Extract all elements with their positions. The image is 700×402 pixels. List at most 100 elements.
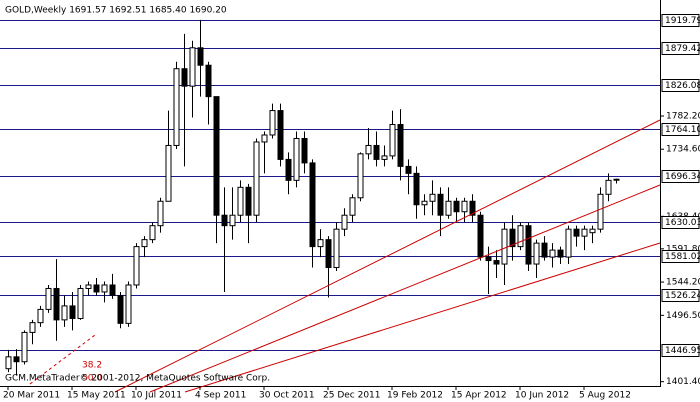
candle-body xyxy=(21,331,28,363)
candle-body xyxy=(149,225,156,241)
x-tick-label: 30 Oct 2011 xyxy=(259,391,315,401)
candle-body xyxy=(221,214,228,227)
candle-body xyxy=(413,172,420,206)
candle-body xyxy=(533,242,540,265)
candle-body xyxy=(453,200,460,213)
candle-body xyxy=(557,249,564,258)
level-label-box xyxy=(661,79,700,92)
level-label: 1630.03 xyxy=(665,218,700,228)
level-label-box xyxy=(661,216,700,229)
candle-body xyxy=(469,200,476,216)
candle-body xyxy=(277,110,284,160)
trend-lines xyxy=(29,119,661,393)
x-tick-label: 20 Mar 2011 xyxy=(3,391,60,401)
candle-body xyxy=(253,141,260,216)
candle-body xyxy=(205,64,212,98)
candle-body xyxy=(509,228,516,248)
candle-body xyxy=(501,228,508,265)
candle-body xyxy=(269,110,276,136)
candle-body xyxy=(517,225,524,248)
candle-body xyxy=(165,144,172,202)
candle-body xyxy=(293,137,300,181)
candle-body xyxy=(405,165,412,174)
candle-body xyxy=(93,284,100,293)
candle-body xyxy=(309,162,316,248)
candle-body xyxy=(437,193,444,216)
candle-body xyxy=(261,134,268,143)
candle-body xyxy=(389,124,396,157)
candle-body xyxy=(485,256,492,262)
candle-body xyxy=(77,287,84,319)
level-label: 1446.95 xyxy=(665,346,700,356)
trend-line xyxy=(114,119,661,393)
candle-body xyxy=(525,225,532,265)
y-tick-label: 1401.40 xyxy=(666,377,700,387)
candle-body xyxy=(421,200,428,206)
candle-body xyxy=(181,68,188,87)
fib-label: 50.0 xyxy=(82,374,102,384)
fib-label: 38.2 xyxy=(82,361,102,371)
candle-body xyxy=(581,228,588,237)
level-label-box xyxy=(661,123,700,136)
candle-body xyxy=(173,68,180,146)
candle-body xyxy=(37,308,44,324)
x-tick-label: 10 Jul 2011 xyxy=(131,391,182,401)
candle-body xyxy=(429,193,436,202)
y-tick-label: 1544.20 xyxy=(666,278,700,288)
candle-body xyxy=(573,228,580,237)
y-tick-label: 1496.50 xyxy=(666,311,700,321)
candle-body xyxy=(397,124,404,167)
candle-body xyxy=(317,239,324,248)
candle-body xyxy=(493,260,500,265)
trend-line xyxy=(184,242,661,393)
candle-body xyxy=(237,186,244,216)
candle-body xyxy=(61,305,68,321)
x-tick-label: 25 Dec 2011 xyxy=(323,391,381,401)
level-label: 1879.42 xyxy=(665,44,700,54)
level-label-box xyxy=(661,14,700,27)
chart-title: GOLD,Weekly 1691.57 1692.51 1685.40 1690… xyxy=(5,6,227,16)
candle-body xyxy=(301,137,308,164)
candle-body xyxy=(341,214,348,230)
level-label-box xyxy=(661,170,700,183)
candle-body xyxy=(245,186,252,216)
candle-body xyxy=(229,214,236,227)
candle-body xyxy=(349,197,356,216)
x-tick-label: 19 Feb 2012 xyxy=(387,391,443,401)
candle-body xyxy=(45,287,52,310)
candle-body xyxy=(157,200,164,227)
level-label: 1919.79 xyxy=(665,16,700,26)
x-tick-label: 15 Apr 2012 xyxy=(451,391,507,401)
candle-body xyxy=(125,284,132,324)
candle-body xyxy=(101,284,108,293)
x-tick-label: 5 Aug 2012 xyxy=(579,391,631,401)
candle-body xyxy=(597,193,604,230)
candle-body xyxy=(13,356,20,363)
candle-body xyxy=(117,294,124,324)
candle-body xyxy=(605,179,612,195)
candle-body xyxy=(197,47,204,66)
level-label-box xyxy=(661,344,700,357)
level-label: 1826.08 xyxy=(665,81,700,91)
level-label: 1696.34 xyxy=(665,172,700,182)
candle-body xyxy=(5,356,12,370)
trend-line xyxy=(149,184,661,393)
y-tick-label: 1734.60 xyxy=(666,145,700,155)
level-label-box xyxy=(661,250,700,263)
candle-body xyxy=(477,214,484,258)
candle-body xyxy=(613,178,620,181)
x-tick-label: 4 Sep 2011 xyxy=(195,391,246,401)
candle-body xyxy=(333,228,340,269)
candle-body xyxy=(461,200,468,213)
level-label: 1764.10 xyxy=(665,125,700,135)
candle-body xyxy=(565,228,572,258)
candle-body xyxy=(213,96,220,216)
x-tick-label: 15 May 2011 xyxy=(67,391,126,401)
level-label-box xyxy=(661,289,700,302)
candle-body xyxy=(549,249,556,258)
candle-body xyxy=(53,287,60,321)
candle-body xyxy=(357,153,364,199)
footer: GCM.MetaTrader© 2001-2012, MetaQuotes So… xyxy=(5,374,270,384)
candle-body xyxy=(133,246,140,286)
